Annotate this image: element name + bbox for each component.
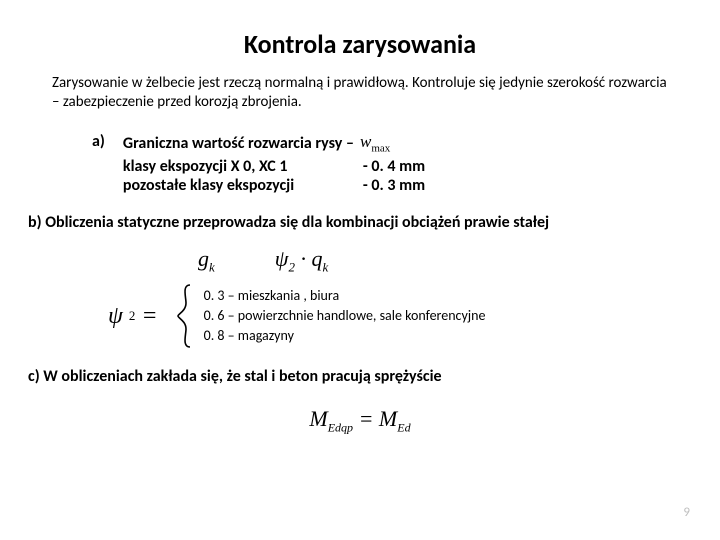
M-right-sub: Ed [397, 421, 410, 435]
row-label: klasy ekspozycji X 0, XC 1 [123, 157, 363, 176]
psi2-values-list: 0. 3 – mieszkania , biura 0. 6 – powierz… [204, 286, 486, 347]
row-value: - 0. 4 mm [363, 157, 425, 176]
equals-sign: = [141, 303, 157, 330]
psi2-value-item: 0. 3 – mieszkania , biura [204, 286, 486, 306]
M-left-sub: Edqp [328, 421, 353, 435]
qk-sub: k [322, 259, 328, 274]
section-a-row: pozostałe klasy ekspozycji - 0. 3 mm [123, 176, 425, 195]
psi2-equals: ψ2 = [108, 303, 158, 330]
load-terms: gk ψ2 · qk [28, 246, 692, 275]
load-term-psi2qk: ψ2 · qk [275, 246, 328, 275]
psi-base: ψ [275, 246, 289, 271]
row-label: pozostałe klasy ekspozycji [123, 176, 363, 195]
section-a-rows: klasy ekspozycji X 0, XC 1 - 0. 4 mm poz… [123, 157, 425, 195]
gk-sub: k [209, 259, 215, 274]
slide-title: Kontrola zarysowania [28, 28, 692, 60]
equals: = [353, 406, 379, 431]
row-value: - 0. 3 mm [363, 176, 425, 195]
section-a: a) Graniczna wartość rozwarcia rysy – wm… [28, 132, 692, 194]
psi-symbol: ψ [108, 303, 123, 330]
wmax-base: w [360, 132, 371, 151]
section-a-heading-text: Graniczna wartość rozwarcia rysy – [123, 134, 354, 153]
psi-symbol-sub: 2 [129, 308, 136, 324]
cdot: · [295, 246, 312, 271]
M-left-base: M [309, 406, 327, 431]
section-a-row: klasy ekspozycji X 0, XC 1 - 0. 4 mm [123, 157, 425, 176]
qk-base: q [311, 246, 322, 271]
psi2-value-item: 0. 6 – powierzchnie handlowe, sale konfe… [204, 306, 486, 326]
M-right-base: M [379, 406, 397, 431]
section-b-heading: b) Obliczenia statyczne przeprowadza się… [28, 213, 692, 232]
section-a-marker: a) [92, 132, 105, 194]
psi2-value-item: 0. 8 – magazyny [204, 326, 486, 346]
section-c-heading: c) W obliczeniach zakłada się, że stal i… [28, 367, 692, 386]
psi2-definition: ψ2 = 0. 3 – mieszkania , biura 0. 6 – po… [28, 283, 692, 349]
load-term-gk: gk [198, 246, 215, 275]
moment-equation: MEdqp = MEd [28, 406, 692, 435]
wmax-sub: max [371, 143, 390, 155]
brace-block: 0. 3 – mieszkania , biura 0. 6 – powierz… [176, 283, 486, 349]
slide: Kontrola zarysowania Zarysowanie w żelbe… [0, 0, 720, 540]
left-brace-icon [176, 283, 194, 349]
intro-text: Zarysowanie w żelbecie jest rzeczą norma… [28, 74, 692, 112]
page-number: 9 [683, 505, 690, 520]
section-a-heading: Graniczna wartość rozwarcia rysy – wmax [123, 132, 390, 154]
gk-base: g [198, 246, 209, 271]
wmax-symbol: wmax [360, 132, 390, 154]
section-a-body: Graniczna wartość rozwarcia rysy – wmax … [123, 132, 425, 194]
